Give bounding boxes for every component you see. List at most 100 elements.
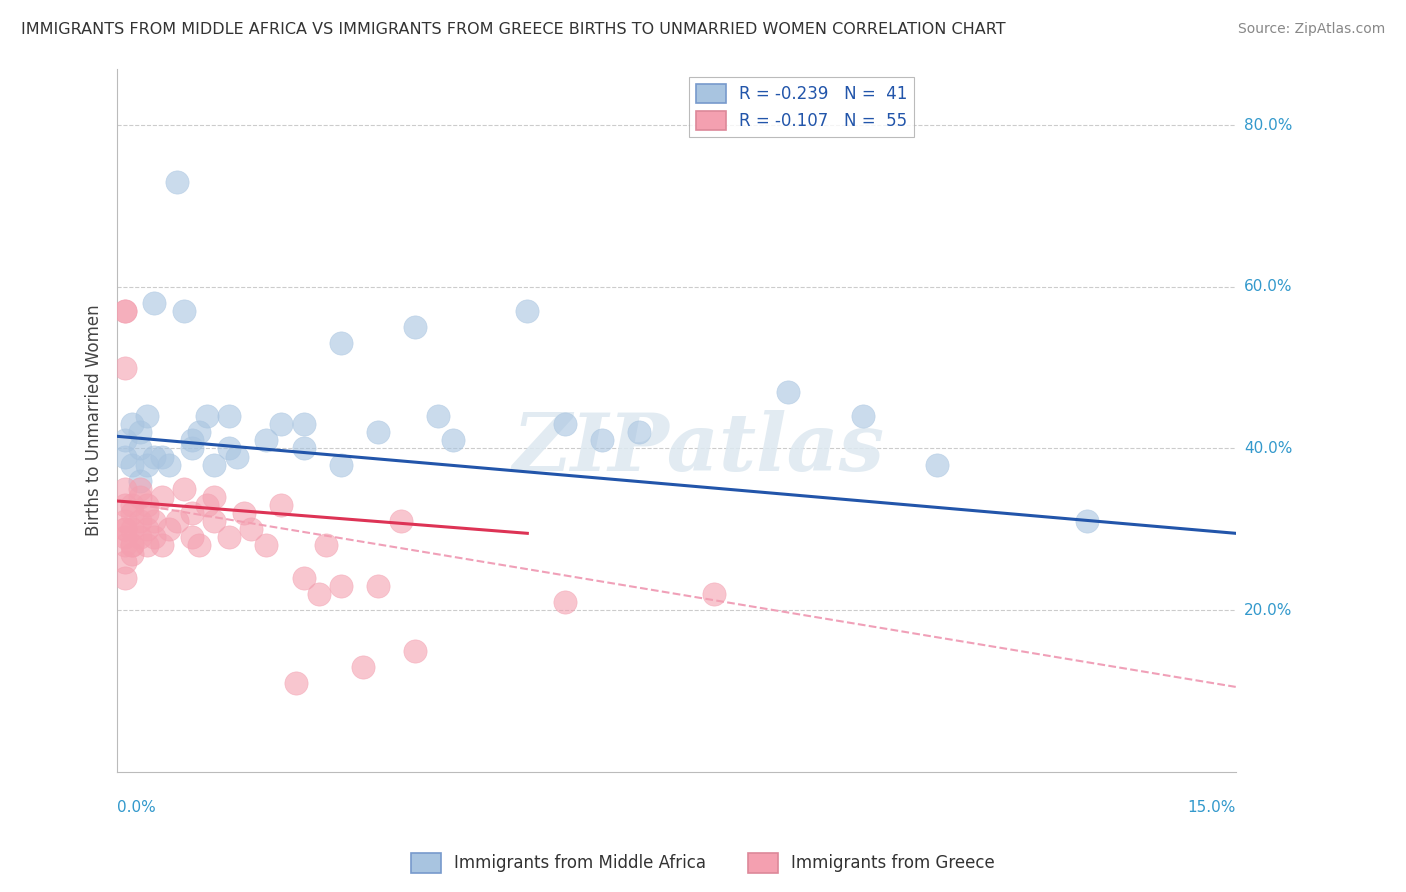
Point (114, 450, 136, 464)
Point (292, 417, 315, 432)
Point (128, 425, 150, 440)
Text: 60.0%: 60.0% (1244, 279, 1292, 294)
Point (114, 555, 136, 569)
Point (254, 538, 277, 552)
Text: 80.0%: 80.0% (1244, 118, 1292, 133)
Point (114, 360, 136, 375)
Text: IMMIGRANTS FROM MIDDLE AFRICA VS IMMIGRANTS FROM GREECE BIRTHS TO UNMARRIED WOME: IMMIGRANTS FROM MIDDLE AFRICA VS IMMIGRA… (21, 22, 1005, 37)
Point (202, 458, 225, 472)
Point (150, 450, 173, 464)
Point (188, 425, 211, 440)
Point (285, 676, 308, 690)
Point (128, 490, 150, 504)
Y-axis label: Births to Unmarried Women: Births to Unmarried Women (86, 304, 103, 536)
Point (218, 442, 240, 456)
Point (157, 458, 180, 472)
Point (441, 434, 464, 448)
Point (114, 304, 136, 318)
Point (114, 522, 136, 536)
Point (404, 320, 426, 334)
Point (121, 547, 143, 561)
Point (195, 498, 218, 512)
Point (329, 458, 352, 472)
Point (270, 417, 292, 432)
Point (150, 490, 173, 504)
Point (121, 498, 143, 512)
Point (136, 522, 159, 536)
Point (166, 175, 188, 189)
Point (150, 538, 173, 552)
Point (114, 304, 136, 318)
Legend: Immigrants from Middle Africa, Immigrants from Greece: Immigrants from Middle Africa, Immigrant… (405, 847, 1001, 880)
Point (404, 643, 426, 657)
Point (114, 498, 136, 512)
Point (128, 530, 150, 544)
Point (114, 538, 136, 552)
Point (202, 490, 225, 504)
Point (121, 506, 143, 520)
Text: 15.0%: 15.0% (1188, 799, 1236, 814)
Point (143, 450, 166, 464)
Point (225, 450, 247, 464)
Point (367, 579, 389, 593)
Point (195, 409, 218, 423)
Point (121, 538, 143, 552)
Point (308, 587, 330, 601)
Point (591, 434, 613, 448)
Text: 20.0%: 20.0% (1244, 603, 1292, 617)
Point (128, 482, 150, 496)
Point (143, 296, 166, 310)
Legend: R = -0.239   N =  41, R = -0.107   N =  55: R = -0.239 N = 41, R = -0.107 N = 55 (689, 77, 914, 137)
Point (128, 474, 150, 488)
Point (173, 304, 195, 318)
Point (121, 522, 143, 536)
Point (173, 482, 195, 496)
Point (136, 409, 159, 423)
Point (136, 538, 159, 552)
Point (180, 530, 202, 544)
Point (352, 659, 374, 673)
Point (114, 434, 136, 448)
Text: Source: ZipAtlas.com: Source: ZipAtlas.com (1237, 22, 1385, 37)
Point (628, 425, 651, 440)
Point (254, 434, 277, 448)
Point (554, 595, 576, 609)
Point (114, 514, 136, 528)
Point (128, 514, 150, 528)
Point (329, 336, 352, 351)
Point (180, 506, 202, 520)
Point (121, 538, 143, 552)
Point (329, 579, 352, 593)
Point (136, 506, 159, 520)
Point (114, 522, 136, 536)
Point (554, 417, 576, 432)
Point (233, 506, 256, 520)
Point (516, 304, 538, 318)
Point (292, 571, 315, 585)
Point (852, 409, 875, 423)
Point (114, 482, 136, 496)
Point (367, 425, 389, 440)
Point (426, 409, 449, 423)
Point (1076, 514, 1098, 528)
Point (292, 442, 315, 456)
Point (202, 514, 225, 528)
Point (128, 442, 150, 456)
Point (136, 498, 159, 512)
Point (218, 409, 240, 423)
Point (121, 417, 143, 432)
Point (143, 530, 166, 544)
Point (927, 458, 949, 472)
Point (240, 522, 263, 536)
Point (143, 514, 166, 528)
Point (270, 498, 292, 512)
Point (218, 530, 240, 544)
Text: 0.0%: 0.0% (117, 799, 156, 814)
Point (188, 538, 211, 552)
Point (136, 458, 159, 472)
Point (180, 434, 202, 448)
Point (703, 587, 725, 601)
Point (114, 530, 136, 544)
Point (121, 458, 143, 472)
Point (315, 538, 337, 552)
